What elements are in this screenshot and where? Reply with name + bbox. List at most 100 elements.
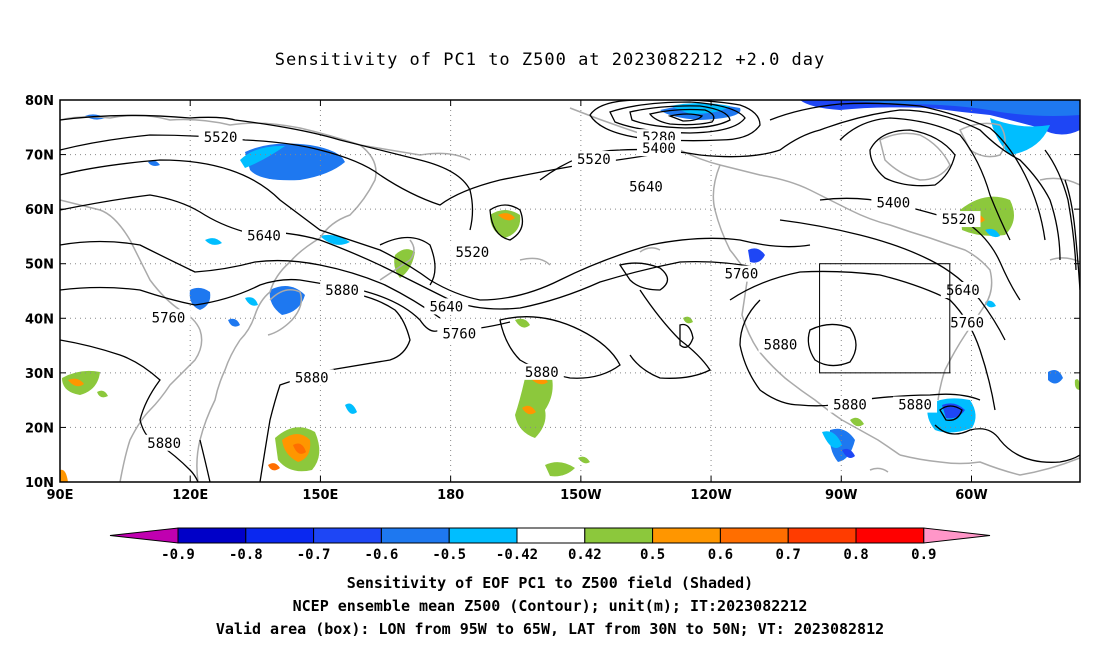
z500-contour-line bbox=[679, 323, 694, 348]
z500-contour-line bbox=[60, 339, 161, 446]
colorbar-label: -0.7 bbox=[297, 547, 331, 563]
sensitivity-patch bbox=[748, 248, 765, 263]
valid-area-box bbox=[819, 263, 951, 374]
contour-label-bg bbox=[636, 140, 681, 157]
z500-contour-line bbox=[60, 159, 811, 301]
sensitivity-patch bbox=[850, 417, 864, 427]
z500-contour-line bbox=[199, 439, 211, 482]
sensitivity-patch bbox=[842, 448, 855, 458]
contour-label-bg bbox=[719, 265, 764, 282]
contour-label-bg bbox=[242, 227, 286, 244]
contour-label: 5640 bbox=[629, 179, 663, 195]
coastline bbox=[869, 467, 889, 473]
contour-label: 5880 bbox=[147, 436, 181, 452]
z500-contours bbox=[60, 100, 1080, 482]
contour-label-bg bbox=[320, 282, 365, 298]
lon-tick-label: 90W bbox=[825, 488, 857, 503]
gridlines bbox=[60, 100, 1080, 482]
contour-label: 5520 bbox=[942, 212, 976, 228]
coastline bbox=[712, 164, 843, 421]
sensitivity-patch bbox=[205, 238, 222, 245]
coastline bbox=[899, 454, 1080, 476]
z500-contour-line bbox=[618, 262, 669, 291]
sensitivity-shading bbox=[60, 100, 1080, 482]
contour-label: 5640 bbox=[946, 283, 980, 299]
z500-contour-line bbox=[739, 299, 981, 407]
axis-labels: 90E 120E 150E 180 150W 120W 90W 60W 80N 70N 60N 50N… bbox=[25, 94, 1080, 503]
contour-label-bg bbox=[893, 396, 938, 413]
contour-label-bg bbox=[437, 325, 482, 342]
coastline bbox=[60, 199, 131, 241]
z500-contour-line bbox=[939, 405, 963, 421]
colorbar-label: 0.42 bbox=[568, 547, 602, 563]
lat-tick-label: 10N bbox=[25, 476, 54, 491]
contour-label: 5880 bbox=[764, 338, 798, 354]
contour-label: 5520 bbox=[204, 130, 238, 146]
coastline bbox=[639, 247, 661, 253]
coastline bbox=[519, 257, 551, 266]
coastline bbox=[841, 419, 901, 456]
colorbar: -0.9 -0.8 -0.7 -0.6 -0.5 -0.42 0.42 0.5 0.6 0.7 0.… bbox=[109, 527, 991, 563]
z500-contour-line bbox=[648, 108, 715, 126]
sensitivity-patch bbox=[1048, 370, 1063, 384]
lon-tick-label: 90E bbox=[47, 488, 74, 503]
z500-contour-line bbox=[729, 270, 996, 411]
colorbar-label: 0.9 bbox=[911, 547, 936, 563]
contour-label: 5760 bbox=[442, 327, 476, 343]
sensitivity-patch bbox=[515, 318, 530, 328]
footer-shading-caption: Sensitivity of EOF PC1 to Z500 field (Sh… bbox=[346, 574, 754, 592]
colorbar-segment bbox=[584, 527, 654, 544]
contour-label: 5880 bbox=[833, 398, 867, 414]
contour-label-bg bbox=[450, 243, 495, 260]
sensitivity-patch bbox=[822, 431, 842, 449]
lat-tick-label: 50N bbox=[25, 258, 54, 273]
sensitivity-patch bbox=[683, 316, 693, 324]
sensitivity-patch bbox=[148, 160, 160, 166]
sensitivity-patch bbox=[498, 213, 515, 221]
contour-label: 5880 bbox=[525, 365, 559, 381]
contour-label-bg bbox=[945, 314, 990, 331]
contour-label: 5880 bbox=[325, 283, 359, 299]
z500-contour-line bbox=[60, 114, 474, 231]
sensitivity-patch bbox=[830, 100, 1080, 116]
sensitivity-patch bbox=[345, 403, 357, 414]
colorbar-segment bbox=[787, 527, 857, 544]
sensitivity-patch bbox=[1074, 379, 1080, 390]
contour-label: 5640 bbox=[429, 299, 463, 315]
sensitivity-patch bbox=[515, 373, 553, 438]
lon-tick-label: 120W bbox=[690, 488, 731, 503]
contour-label-bg bbox=[571, 151, 616, 168]
z500-contour-line bbox=[934, 424, 1080, 463]
contour-label-bg bbox=[940, 282, 985, 298]
sensitivity-patch bbox=[189, 287, 211, 310]
z500-contour-line bbox=[259, 294, 411, 482]
coastline bbox=[1039, 177, 1080, 186]
contour-label-bg bbox=[146, 309, 191, 326]
contour-label: 5760 bbox=[950, 316, 984, 332]
contour-label: 5400 bbox=[877, 196, 911, 212]
footer-contour-caption: NCEP ensemble mean Z500 (Contour); unit(… bbox=[292, 597, 808, 615]
contour-label-bg bbox=[289, 369, 334, 386]
contour-label-bg bbox=[519, 363, 564, 380]
colorbar-segment bbox=[516, 527, 586, 544]
z500-contour-line bbox=[839, 117, 1011, 241]
lat-tick-label: 80N bbox=[25, 94, 54, 109]
lat-tick-label: 60N bbox=[25, 203, 54, 218]
z500-contour-line bbox=[629, 289, 711, 379]
colorbar-high-extend bbox=[923, 527, 991, 544]
colorbar-segment bbox=[719, 527, 789, 544]
sensitivity-patch bbox=[68, 378, 84, 387]
z500-contour-line bbox=[60, 194, 761, 310]
lat-tick-label: 20N bbox=[25, 421, 54, 436]
colorbar-low-extend bbox=[109, 527, 179, 544]
plot-frame bbox=[59, 99, 1081, 483]
sensitivity-patch bbox=[60, 469, 68, 482]
colorbar-label: -0.5 bbox=[432, 547, 466, 563]
z500-contour-line bbox=[159, 444, 199, 482]
lon-tick-label: 150W bbox=[560, 488, 601, 503]
z500-contour-line bbox=[869, 129, 956, 187]
colorbar-segment bbox=[380, 527, 450, 544]
coastlines bbox=[60, 107, 1080, 482]
contour-label-bg bbox=[758, 336, 803, 353]
colorbar-segment bbox=[177, 527, 247, 544]
